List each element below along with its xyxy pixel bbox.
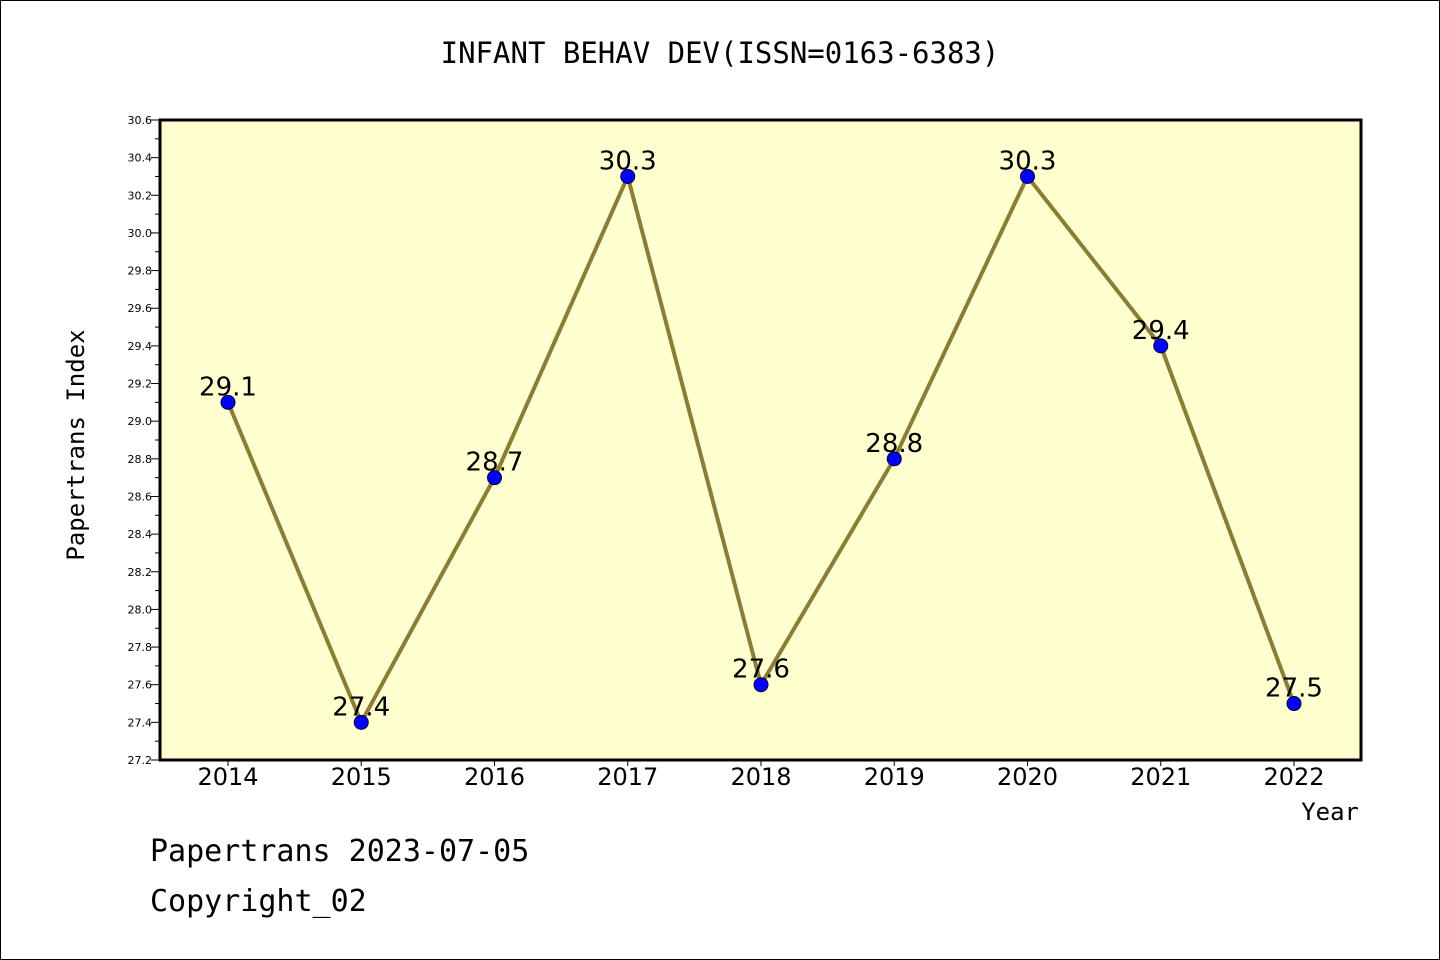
data-point-label: 30.3	[999, 146, 1057, 176]
data-point-label: 29.1	[199, 372, 257, 402]
x-tick-label: 2017	[597, 763, 658, 791]
y-tick-label: 29.4	[128, 340, 153, 353]
x-tick-label: 2016	[464, 763, 525, 791]
y-tick-label: 29.8	[128, 265, 153, 278]
data-point-marker	[1153, 338, 1169, 354]
data-point-label: 27.6	[732, 655, 790, 685]
data-point-marker	[753, 677, 769, 693]
data-points	[220, 168, 1302, 730]
plot-area	[160, 120, 1361, 760]
x-tick-label: 2018	[730, 763, 791, 791]
data-point-marker	[1020, 168, 1035, 184]
x-tick-label: 2015	[331, 763, 392, 791]
x-tick-label: 2020	[997, 763, 1058, 791]
chart-title: INFANT BEHAV DEV(ISSN=0163-6383)	[440, 36, 1000, 70]
y-axis: 27.2 27.4 27.6 27.8 28.0 28.2 28.4 28.6 28.8 29.0…	[128, 114, 160, 767]
y-tick-label: 30.0	[128, 227, 153, 240]
y-axis-label: Papertrans Index	[62, 329, 90, 560]
x-tick-label: 2022	[1263, 763, 1324, 791]
data-point-label: 28.8	[865, 429, 923, 459]
y-tick-label: 28.8	[128, 453, 153, 466]
y-tick-label: 27.2	[128, 754, 153, 767]
x-axis-label: Year	[1301, 798, 1359, 826]
x-axis: 2014 2015 2016 2017 2018 2019 2020 2021 2022	[197, 760, 1325, 791]
data-point-marker	[1286, 696, 1302, 712]
footer-date: Papertrans 2023-07-05	[150, 834, 530, 869]
data-point-label: 27.4	[332, 692, 390, 722]
y-tick-label: 28.2	[128, 566, 153, 579]
data-point-label: 28.7	[466, 448, 524, 478]
x-tick-label: 2021	[1130, 763, 1191, 791]
y-tick-label: 27.6	[128, 679, 153, 692]
y-tick-label: 28.4	[128, 528, 153, 541]
y-tick-label: 28.0	[128, 603, 153, 616]
data-point-label: 27.5	[1265, 674, 1323, 704]
footer-copyright: Copyright_02	[150, 884, 367, 919]
y-tick-label: 30.4	[128, 152, 153, 165]
data-labels: 29.1 27.4 28.7 30.3 27.6 28.8 30.3 29.4 27.5	[199, 146, 1323, 722]
data-point-marker	[886, 451, 902, 467]
y-tick-label: 27.8	[128, 641, 153, 654]
data-point-marker	[620, 168, 636, 184]
data-point-label: 29.4	[1132, 316, 1190, 346]
y-tick-label: 29.0	[128, 415, 153, 428]
data-point-marker	[220, 394, 236, 410]
y-tick-label: 29.6	[128, 302, 153, 315]
y-tick-label: 30.2	[128, 189, 153, 202]
x-tick-label: 2014	[197, 763, 258, 791]
data-point-marker	[353, 714, 369, 730]
plot-border	[158, 118, 1363, 762]
y-tick-label: 29.2	[128, 378, 153, 391]
data-point-marker	[487, 470, 502, 486]
y-tick-label: 28.6	[128, 490, 153, 503]
y-tick-label: 30.6	[128, 114, 153, 127]
data-point-label: 30.3	[599, 146, 657, 176]
x-tick-label: 2019	[864, 763, 925, 791]
y-tick-label: 27.4	[128, 716, 153, 729]
